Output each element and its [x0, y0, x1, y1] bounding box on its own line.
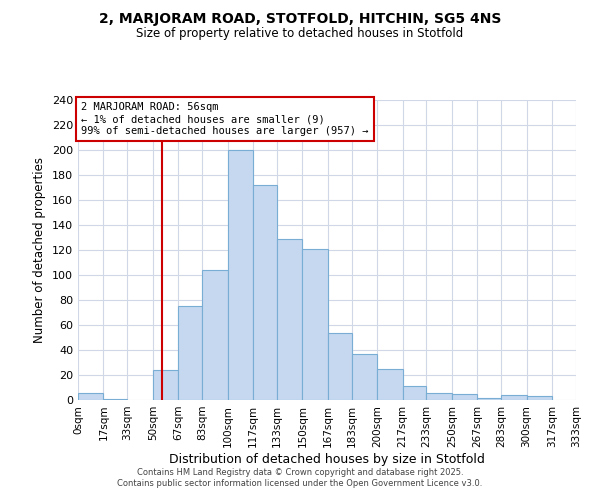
Bar: [302, 248, 328, 400]
Bar: [78, 392, 103, 400]
Text: 2 MARJORAM ROAD: 56sqm
← 1% of detached houses are smaller (9)
99% of semi-detac: 2 MARJORAM ROAD: 56sqm ← 1% of detached …: [81, 102, 368, 136]
Bar: [277, 239, 302, 400]
Bar: [202, 270, 227, 400]
Text: 2, MARJORAM ROAD, STOTFOLD, HITCHIN, SG5 4NS: 2, MARJORAM ROAD, STOTFOLD, HITCHIN, SG5…: [99, 12, 501, 26]
Bar: [178, 306, 202, 400]
Bar: [103, 399, 127, 400]
Bar: [452, 394, 477, 400]
Bar: [403, 386, 427, 400]
Bar: [352, 354, 377, 400]
Text: Contains HM Land Registry data © Crown copyright and database right 2025.
Contai: Contains HM Land Registry data © Crown c…: [118, 468, 482, 487]
Text: Size of property relative to detached houses in Stotfold: Size of property relative to detached ho…: [136, 28, 464, 40]
Bar: [527, 396, 552, 400]
Bar: [377, 369, 403, 400]
Bar: [501, 395, 527, 400]
Bar: [253, 185, 277, 400]
Bar: [227, 150, 253, 400]
Bar: [427, 392, 452, 400]
Bar: [153, 370, 178, 400]
Bar: [328, 332, 352, 400]
X-axis label: Distribution of detached houses by size in Stotfold: Distribution of detached houses by size …: [169, 452, 485, 466]
Bar: [477, 398, 501, 400]
Y-axis label: Number of detached properties: Number of detached properties: [34, 157, 46, 343]
